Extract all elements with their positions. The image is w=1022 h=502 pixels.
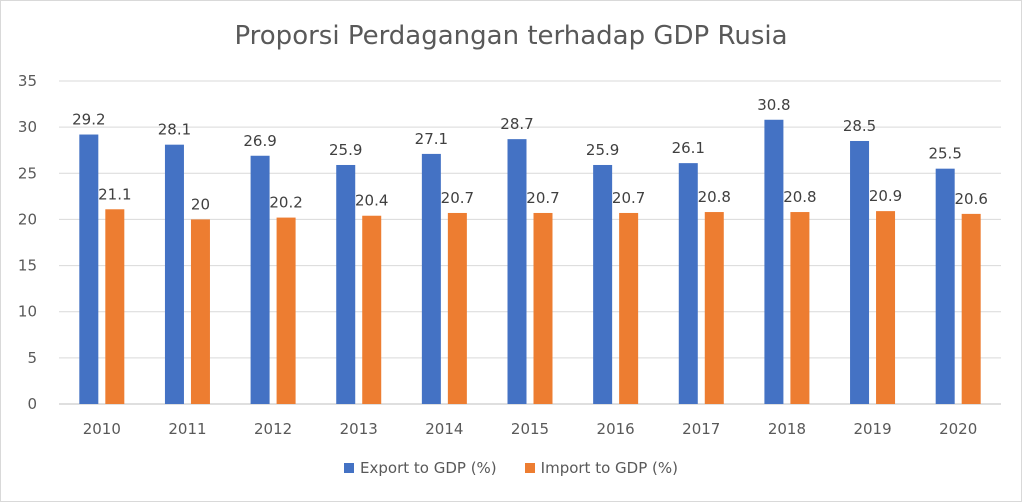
bar-export [79, 134, 99, 405]
x-tick-label: 2020 [939, 420, 977, 438]
y-tick-label: 30 [18, 118, 37, 136]
data-label: 28.7 [500, 115, 533, 133]
bar-export [250, 155, 270, 404]
data-label: 25.9 [586, 141, 619, 159]
data-label: 20.2 [269, 194, 302, 212]
y-tick-label: 35 [18, 72, 37, 90]
x-tick-label: 2013 [340, 420, 378, 438]
x-tick-label: 2018 [768, 420, 806, 438]
bar-export [164, 144, 184, 405]
bar-export [935, 168, 955, 404]
data-label: 20.4 [355, 192, 388, 210]
data-label: 27.1 [415, 130, 448, 148]
legend-swatch-export [344, 463, 355, 473]
y-tick-label: 25 [18, 164, 37, 182]
data-label: 25.9 [329, 141, 362, 159]
bar-export [850, 140, 870, 404]
legend-label-export: Export to GDP (%) [360, 459, 497, 477]
bar-import [447, 212, 467, 404]
data-label: 29.2 [72, 111, 105, 129]
bar-export [336, 164, 356, 404]
bar-import [276, 217, 296, 404]
x-tick-label: 2014 [425, 420, 463, 438]
data-label: 20.6 [954, 190, 987, 208]
x-tick-label: 2019 [853, 420, 891, 438]
data-label: 20.7 [612, 189, 645, 207]
bar-export [507, 139, 527, 404]
bar-export [421, 153, 441, 404]
bar-export [593, 164, 613, 404]
data-label: 20.7 [441, 189, 474, 207]
y-tick-label: 10 [18, 303, 37, 321]
y-tick-label: 15 [18, 257, 37, 275]
x-tick-label: 2017 [682, 420, 720, 438]
bar-import [362, 215, 382, 404]
legend: Export to GDP (%) Import to GDP (%) [1, 459, 1021, 477]
legend-item-export: Export to GDP (%) [344, 459, 497, 477]
bar-import [619, 212, 639, 404]
data-label: 25.5 [928, 145, 961, 163]
x-tick-label: 2011 [168, 420, 206, 438]
legend-item-import: Import to GDP (%) [524, 459, 678, 477]
bar-import [704, 212, 724, 404]
data-label: 20.7 [526, 189, 559, 207]
bar-import [105, 209, 125, 404]
x-tick-label: 2012 [254, 420, 292, 438]
y-tick-label: 5 [27, 349, 37, 367]
data-label: 26.9 [243, 132, 276, 150]
data-label: 20.8 [783, 188, 816, 206]
bar-import [190, 219, 210, 404]
x-tick-label: 2016 [597, 420, 635, 438]
data-label: 30.8 [757, 96, 790, 114]
data-label: 28.5 [843, 117, 876, 135]
y-tick-label: 20 [18, 210, 37, 228]
data-label: 26.1 [672, 139, 705, 157]
bar-import [533, 212, 553, 404]
bar-export [764, 119, 784, 404]
data-label: 20.9 [869, 187, 902, 205]
legend-label-import: Import to GDP (%) [540, 459, 678, 477]
chart-title: Proporsi Perdagangan terhadap GDP Rusia [234, 21, 788, 51]
data-label: 21.1 [98, 185, 131, 203]
bar-import [876, 211, 896, 404]
bar-import [790, 212, 810, 404]
data-label: 20.8 [698, 188, 731, 206]
data-label: 28.1 [158, 121, 191, 139]
x-tick-label: 2015 [511, 420, 549, 438]
y-tick-label: 0 [27, 395, 37, 413]
bar-import [961, 213, 981, 404]
data-label: 20 [191, 195, 210, 213]
legend-swatch-import [524, 463, 535, 473]
bar-export [678, 163, 698, 404]
x-tick-label: 2010 [83, 420, 121, 438]
